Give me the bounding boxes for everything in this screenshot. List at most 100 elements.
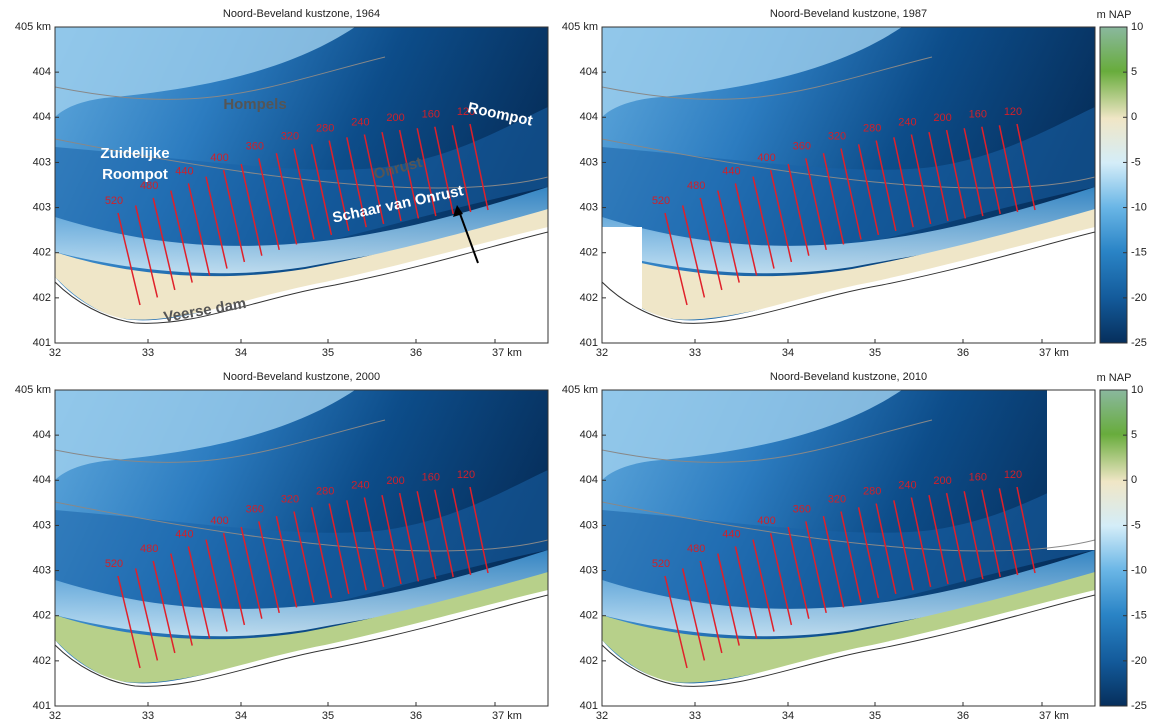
- transect: [752, 176, 775, 269]
- x-tick-label: 33: [689, 347, 701, 359]
- y-tick-label: 404: [33, 429, 51, 441]
- place-name: Hompels: [223, 96, 286, 113]
- arrow: [458, 210, 479, 264]
- map-panel: 520 480 440 400 360 320 280 240 200 160 120 Noord-B…: [15, 371, 549, 722]
- x-tick-label: 34: [235, 710, 247, 722]
- transect: [187, 183, 211, 276]
- transect: [328, 503, 350, 595]
- y-tick-label: 402: [33, 610, 51, 622]
- transect-label: 400: [210, 515, 228, 527]
- transect: [787, 526, 810, 619]
- channel: [55, 107, 548, 250]
- colorbar-tick-label: 0: [1131, 474, 1137, 486]
- contour: [55, 138, 548, 189]
- y-tick-label: 402: [33, 655, 51, 667]
- transect-label: 360: [793, 503, 811, 515]
- colorbar-unit: m NAP: [1097, 372, 1132, 384]
- transect: [381, 131, 402, 222]
- x-tick-label: 32: [49, 347, 61, 359]
- colorbar-tick-label: 5: [1131, 429, 1137, 441]
- coastline: [55, 594, 548, 687]
- y-tick-label: 402: [33, 247, 51, 259]
- transect: [170, 553, 193, 646]
- y-tick-label: 402: [33, 292, 51, 304]
- transect: [469, 486, 489, 574]
- transect-label: 440: [175, 528, 193, 540]
- y-tick-label: 404: [580, 474, 598, 486]
- colorbar-tick-label: -20: [1131, 655, 1147, 667]
- transect-label: 160: [969, 109, 987, 121]
- transect: [434, 489, 454, 578]
- transect-label: 240: [898, 116, 916, 128]
- transect-label: 440: [722, 165, 740, 177]
- beach: [55, 572, 548, 683]
- y-tick-label: 401: [580, 700, 598, 712]
- transect: [117, 212, 141, 306]
- x-tick-label: 33: [142, 710, 154, 722]
- transect-label: 320: [828, 493, 846, 505]
- transect: [240, 163, 263, 256]
- transect-label: 200: [386, 112, 404, 124]
- map-panel: 520 480 440 400 360 320 280 240 200 160 120 Noord-B…: [15, 8, 549, 359]
- transect: [240, 526, 263, 619]
- transect: [205, 539, 228, 632]
- map-panel: 520 480 440 400 360 320 280 240 200 160 120 Noord-B…: [562, 8, 1096, 359]
- transect: [117, 575, 141, 669]
- colorbar-tick-label: -15: [1131, 247, 1147, 259]
- panel-title: Noord-Beveland kustzone, 1964: [223, 8, 380, 20]
- y-tick-label: 404: [33, 111, 51, 123]
- transect-label: 240: [898, 479, 916, 491]
- map-body: [55, 390, 548, 706]
- panel-title: Noord-Beveland kustzone, 2010: [770, 371, 927, 383]
- transect: [945, 492, 967, 582]
- y-tick-label: 402: [580, 655, 598, 667]
- transect-label: 320: [828, 130, 846, 142]
- colorbar-tick-label: -10: [1131, 201, 1147, 213]
- x-tick-label: 34: [235, 347, 247, 359]
- transect: [187, 546, 211, 639]
- transect: [875, 503, 897, 595]
- transect: [469, 123, 489, 211]
- contour: [602, 419, 933, 463]
- transect: [134, 205, 159, 298]
- y-tick-label: 401: [580, 337, 598, 349]
- transect: [664, 212, 688, 306]
- frame: [54, 389, 549, 707]
- shoal-top: [602, 390, 902, 480]
- y-tick-label: 404: [580, 429, 598, 441]
- contour: [602, 501, 1095, 552]
- y-tick-label: 405 km: [15, 21, 51, 33]
- transect-label: 520: [652, 195, 670, 207]
- transect-label: 400: [210, 152, 228, 164]
- transect-label: 480: [687, 543, 705, 555]
- y-tick-label: 403: [580, 201, 598, 213]
- transect: [310, 507, 333, 599]
- transect-label: 360: [246, 140, 264, 152]
- slope: [55, 187, 548, 274]
- x-tick-label: 37 km: [492, 710, 522, 722]
- transect: [275, 153, 298, 245]
- transect: [910, 134, 932, 225]
- shoal-top: [55, 390, 355, 480]
- transect: [893, 137, 914, 228]
- no-data: [1047, 390, 1095, 550]
- panel-title: Noord-Beveland kustzone, 1987: [770, 8, 927, 20]
- y-tick-label: 404: [33, 474, 51, 486]
- y-tick-label: 402: [580, 610, 598, 622]
- transect: [293, 511, 315, 603]
- land: [55, 227, 548, 343]
- transect: [787, 163, 810, 256]
- x-tick-label: 36: [957, 710, 969, 722]
- x-tick-label: 37 km: [492, 347, 522, 359]
- transect-label: 200: [386, 475, 404, 487]
- colorbar-tick-label: -20: [1131, 292, 1147, 304]
- contour: [55, 501, 548, 552]
- x-tick-label: 35: [322, 710, 334, 722]
- shoal-top: [602, 27, 902, 117]
- transect-label: 480: [140, 180, 158, 192]
- y-tick-label: 403: [33, 201, 51, 213]
- transect: [998, 488, 1019, 576]
